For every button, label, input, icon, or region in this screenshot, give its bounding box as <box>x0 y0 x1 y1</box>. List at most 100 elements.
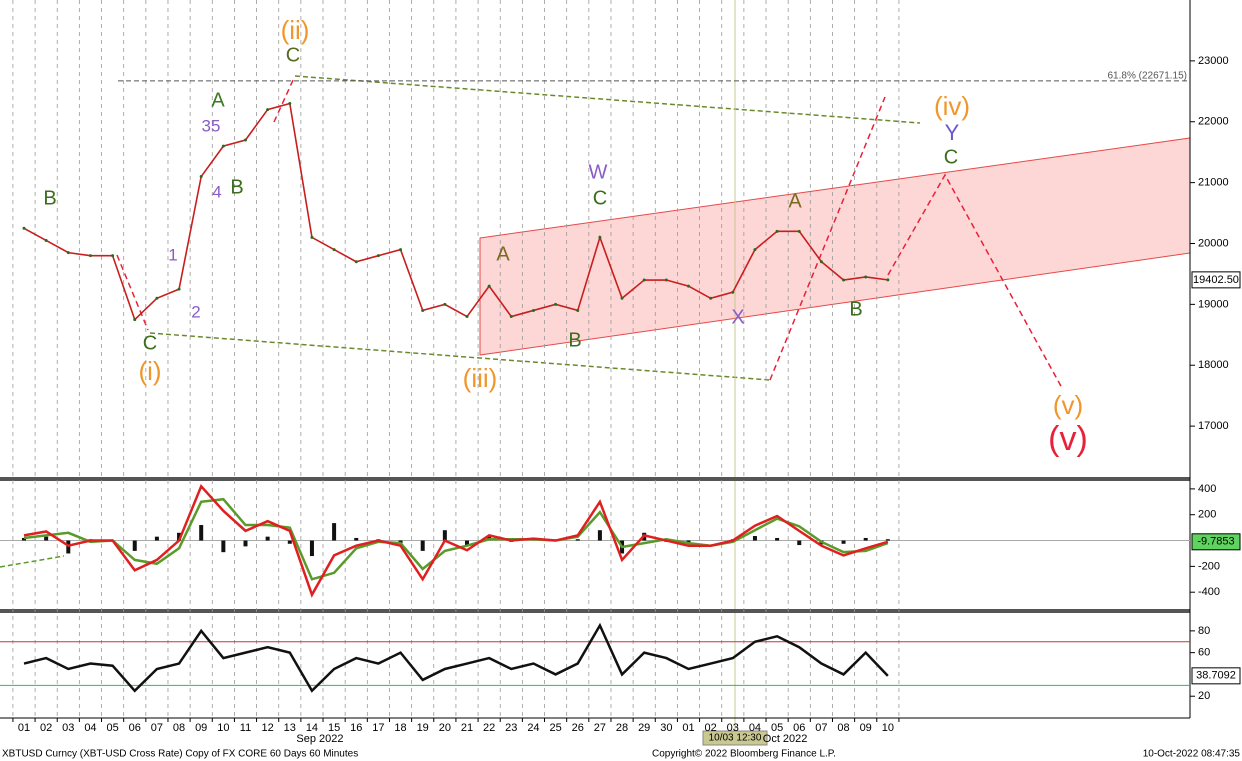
wave-path <box>0 555 65 568</box>
current-value-box <box>1191 533 1241 551</box>
y-tick-label: -200 <box>1198 560 1220 572</box>
price-point <box>664 278 668 282</box>
price-point <box>66 251 70 255</box>
crosshair-label: 10/03 12:30 <box>709 733 762 744</box>
wave-label: A <box>788 190 802 212</box>
y-tick-label: 21000 <box>1198 177 1229 189</box>
macd-line <box>23 483 889 598</box>
price-point <box>554 302 558 306</box>
channel <box>479 137 1191 356</box>
price-point <box>465 315 469 319</box>
histogram-bar <box>775 537 780 541</box>
x-tick-label: 26 <box>572 722 584 734</box>
x-tick-label: 03 <box>62 722 74 734</box>
x-tick-label: 27 <box>594 722 606 734</box>
price-point <box>376 254 380 258</box>
y-tick-label: 20000 <box>1198 237 1229 249</box>
panel-separator <box>0 609 1190 613</box>
x-tick-label: 09 <box>860 722 872 734</box>
price-point <box>620 296 624 300</box>
wave-label: X <box>731 306 744 328</box>
wave-label: B <box>568 329 581 351</box>
price-point <box>399 248 403 252</box>
histogram-bar <box>752 536 757 541</box>
current-value-label: 38.7092 <box>1196 670 1236 682</box>
price-point <box>531 308 535 312</box>
y-tick-label: 19000 <box>1198 298 1229 310</box>
trendline <box>294 75 921 124</box>
price-point <box>354 260 358 264</box>
histogram-bar <box>221 540 226 553</box>
price-point <box>332 248 336 252</box>
wave-path <box>116 254 149 331</box>
price-point <box>177 287 181 291</box>
y-tick-label: 400 <box>1198 483 1216 495</box>
crosshair-box <box>702 730 768 746</box>
x-tick-label: 07 <box>815 722 827 734</box>
y-tick-label: 22000 <box>1198 116 1229 128</box>
wave-label: A <box>496 243 510 265</box>
y-tick-label: 60 <box>1198 647 1210 659</box>
x-tick-label: 13 <box>284 722 296 734</box>
wave-label: 2 <box>191 302 200 321</box>
x-tick-label: 24 <box>527 722 539 734</box>
y-tick-label: 20 <box>1198 690 1210 702</box>
histogram-bar <box>44 536 49 541</box>
current-value-box <box>1191 271 1241 289</box>
wave-label: B <box>849 298 862 320</box>
x-tick-label: 20 <box>439 722 451 734</box>
x-tick-label: 05 <box>106 722 118 734</box>
price-point <box>88 254 92 258</box>
wave-label: C <box>286 44 300 66</box>
price-point <box>133 318 137 322</box>
histogram-bar <box>332 523 337 541</box>
wave-label: A <box>211 89 225 111</box>
price-point <box>487 284 491 288</box>
histogram-bar <box>841 540 846 544</box>
histogram-bar <box>420 540 425 551</box>
x-tick-label: 04 <box>84 722 96 734</box>
price-point <box>687 284 690 288</box>
x-tick-label: 04 <box>749 722 761 734</box>
x-tick-label: 01 <box>18 722 30 734</box>
current-value-label: 19402.50 <box>1193 274 1239 286</box>
x-tick-label: 14 <box>306 722 318 734</box>
wave-label: (v) <box>1053 390 1083 420</box>
wave-label: C <box>143 332 157 354</box>
price-point <box>576 308 580 312</box>
y-tick-label: 17000 <box>1198 420 1229 432</box>
histogram-bar <box>354 537 359 541</box>
histogram-bar <box>154 536 159 541</box>
histogram-bar <box>442 530 447 541</box>
price-point <box>819 260 823 264</box>
x-tick-label: 16 <box>350 722 362 734</box>
x-tick-label: 22 <box>483 722 495 734</box>
footer-center: Copyright© 2022 Bloomberg Finance L.P. <box>652 749 836 760</box>
footer-right: 10-Oct-2022 08:47:35 <box>1143 749 1241 760</box>
price-point <box>886 278 890 282</box>
current-value-box <box>1191 667 1241 685</box>
histogram-bar <box>309 540 314 557</box>
wave-path <box>887 173 1063 389</box>
x-tick-label: 08 <box>837 722 849 734</box>
price-point <box>709 296 713 300</box>
histogram-bar <box>863 537 868 541</box>
x-tick-label: 17 <box>372 722 384 734</box>
wave-label: 1 <box>168 245 177 264</box>
histogram-bar <box>686 540 691 544</box>
price-point <box>598 235 602 239</box>
price-point <box>266 108 270 112</box>
wave-label: 4 <box>212 182 221 201</box>
price-point <box>22 226 26 230</box>
histogram-bar <box>885 539 890 541</box>
x-tick-label: 05 <box>771 722 783 734</box>
histogram-bar <box>66 540 71 554</box>
x-tick-label: 23 <box>505 722 517 734</box>
histogram-bar <box>287 540 292 544</box>
wave-label: C <box>593 187 607 209</box>
wave-label: B <box>230 176 243 198</box>
histogram-bar <box>265 536 270 541</box>
histogram-bar <box>199 525 204 541</box>
